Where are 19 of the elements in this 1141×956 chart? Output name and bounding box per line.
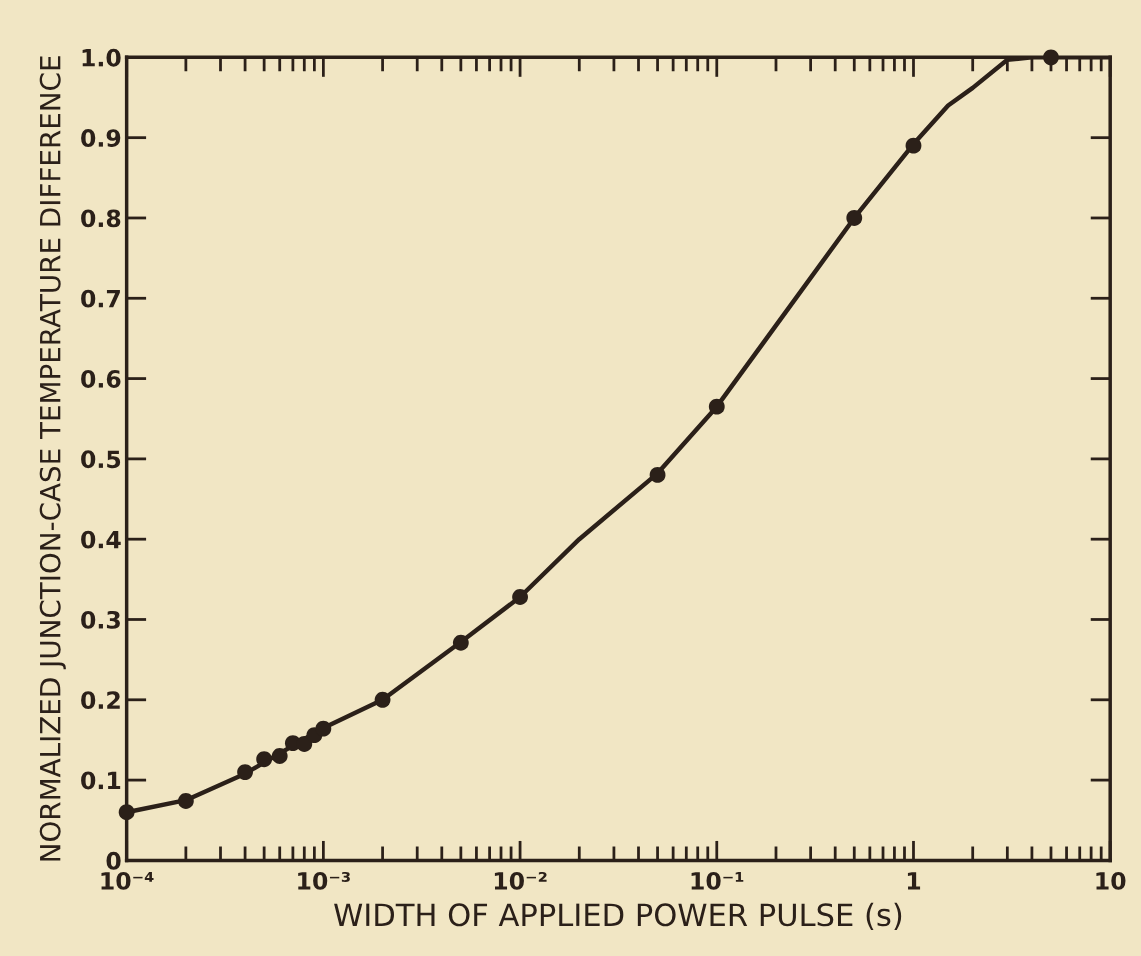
y-tick-label: 0.2: [81, 691, 120, 710]
x-tick-label: 10⁻⁴: [101, 871, 154, 890]
x-tick-label: 10⁻³: [298, 871, 350, 890]
x-tick-label: 10: [1096, 871, 1126, 890]
y-axis-title: NORMALIZED JUNCTION-CASE TEMPERATURE DIFFERENCE: [39, 56, 66, 861]
y-tick-label: 0: [106, 851, 121, 870]
y-tick-label: 0.3: [81, 610, 120, 629]
y-tick-label: 0.7: [81, 289, 120, 308]
x-tick-label: 1: [907, 872, 921, 890]
x-tick-label: 10⁻²: [494, 871, 547, 890]
y-tick-label: 0.9: [81, 129, 121, 147]
y-tick-label: 0.4: [81, 530, 121, 549]
y-tick-label: 1.0: [82, 48, 121, 67]
y-tick-label: 0.6: [81, 370, 121, 388]
x-axis-title: WIDTH OF APPLIED POWER PULSE (s): [334, 902, 902, 930]
y-tick-label: 0.5: [81, 450, 121, 469]
y-tick-label: 0.1: [81, 771, 121, 790]
y-tick-label: 0.8: [81, 209, 121, 228]
x-tick-label: 10⁻¹: [691, 871, 744, 890]
